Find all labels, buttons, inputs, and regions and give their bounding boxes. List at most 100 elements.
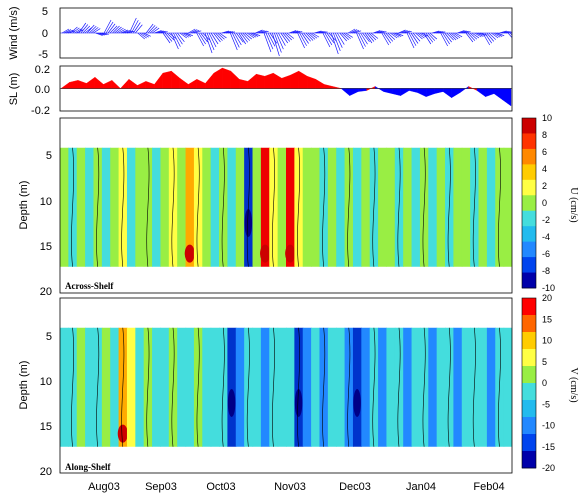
sea-level-segment [60,81,70,89]
wind-vector [248,32,257,38]
contour-line [196,327,200,447]
contour-line [297,147,300,267]
wind-vector [362,32,370,43]
wind-vector [400,30,408,34]
contour-line [171,147,175,267]
wind-vector [383,32,392,44]
wind-vector [293,30,301,34]
field-cell [352,327,362,447]
wind-vector [404,31,412,34]
wind-vector [276,32,284,50]
wind-vector [112,25,120,34]
wind-vector [295,31,303,34]
wind-vector [442,32,450,45]
across-shelf-field [60,147,512,267]
contour-line [221,327,225,447]
sea-level-segment [69,80,79,89]
sea-level-segment [119,78,130,89]
sea-level-segment [264,72,274,89]
contour-line [171,327,175,447]
field-cell [302,147,312,267]
sea-level-segment [213,67,223,89]
u-ytick: 5 [46,150,52,162]
wind-vector [402,30,410,34]
v-colorbar: 20 15 10 5 0 -5 -10 -15 -20 [521,293,555,473]
sea-level-segment [434,88,444,94]
wind-vector [309,32,318,39]
u-colorbar: 10 8 6 4 2 0 -2 -4 -6 -8 -10 [521,113,555,293]
colorbar-tick: 10 [542,336,552,346]
wind-vectors [60,17,512,57]
field-cell [277,147,287,267]
wind-vector [415,32,423,40]
wind-vector [465,32,474,43]
colorbar-frame [521,297,537,469]
colorbar-swatch [522,400,536,418]
wind-vector [354,30,362,34]
field-cell [202,147,212,267]
colorbar-swatch [522,118,536,134]
wind-vector [103,19,112,34]
contour-line [297,327,300,447]
field-cell [60,327,69,447]
u-ytick: 15 [40,241,52,253]
wind-vector [190,29,198,34]
colorbar-tick: -10 [542,283,555,293]
contour-line [121,327,125,447]
wind-vector [332,32,341,51]
wind-vector [339,32,347,42]
wind-vector [461,30,469,34]
field-core [260,244,271,263]
wind-vector [149,26,158,34]
wind-vector [274,32,282,53]
colorbar-tick: 0 [542,378,547,388]
wind-vector [330,32,339,55]
field-cell [277,327,287,447]
wind-vector [284,32,293,41]
contour-line [498,327,501,447]
wind-vector [427,32,436,41]
wind-vector [507,32,512,39]
wind-ytick: 5 [42,6,48,18]
field-cell [411,147,421,267]
x-tick-label: Oct03 [206,481,235,493]
wind-panel: Wind (m/s) 5 0 -5 [8,6,513,61]
v-ytick: 5 [46,331,52,343]
field-core [353,389,361,417]
wind-vector [463,31,471,34]
wind-vector [78,22,87,34]
field-cell [486,147,496,267]
sea-level-segment [86,76,96,89]
contour-line [347,327,351,447]
sea-level-area [60,67,512,107]
x-tick-label: Sep03 [145,481,177,493]
wind-vector [370,32,379,39]
wind-vector [151,27,160,34]
wind-vector [450,32,459,40]
wind-vector [65,29,74,34]
wind-vector [457,30,465,34]
wind-vector [143,32,151,37]
wind-vector [97,32,105,36]
field-cell [202,327,212,447]
contour-line [96,147,100,267]
colorbar-swatch [522,315,536,333]
sea-level-segment [451,88,461,99]
field-cell [503,147,512,267]
colorbar-tick: -10 [542,421,555,431]
field-cell [177,147,187,267]
contour-line [272,147,275,267]
sea-level-segment [94,76,104,89]
wind-vector [200,32,208,43]
wind-vector [305,32,314,41]
wind-vector [213,32,221,43]
wind-vector [486,32,495,42]
along-shelf-panel: Depth (m) 5 10 15 20 Along-Shelf 20 15 10 5… [18,293,579,478]
wind-vector [70,26,78,34]
wind-vector [452,32,461,39]
wind-vector [368,32,377,41]
field-cell [336,327,346,447]
sea-level-segment [239,79,248,89]
field-cell [60,147,69,267]
wind-vector [412,32,421,42]
